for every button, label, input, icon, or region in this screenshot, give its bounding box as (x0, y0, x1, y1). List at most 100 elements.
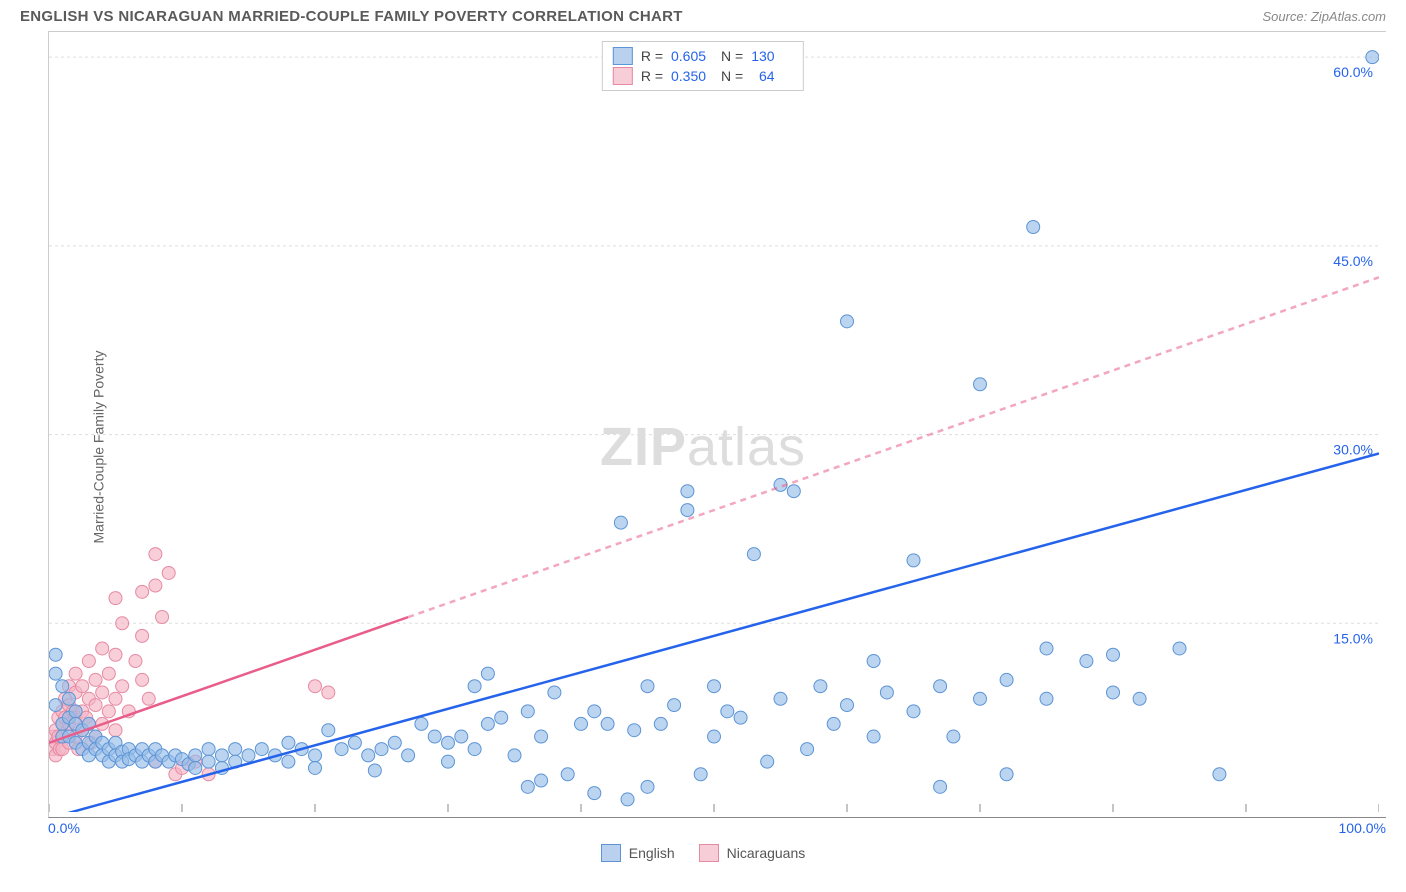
data-point-english (974, 378, 987, 391)
data-point-english (1040, 642, 1053, 655)
data-point-english (841, 315, 854, 328)
data-point-english (335, 743, 348, 756)
data-point-english (1366, 51, 1379, 64)
data-point-english (561, 768, 574, 781)
data-point-english (681, 485, 694, 498)
data-point-english (867, 730, 880, 743)
data-point-english (189, 749, 202, 762)
legend-swatch (613, 47, 633, 65)
data-point-english (974, 692, 987, 705)
data-point-nicaraguans (102, 705, 115, 718)
data-point-english (282, 755, 295, 768)
x-axis-end: 100.0% (1339, 820, 1386, 836)
data-point-english (468, 743, 481, 756)
data-point-english (309, 749, 322, 762)
data-point-english (215, 749, 228, 762)
data-point-nicaraguans (136, 673, 149, 686)
data-point-english (362, 749, 375, 762)
data-point-english (947, 730, 960, 743)
data-point-english (814, 680, 827, 693)
data-point-english (867, 655, 880, 668)
data-point-english (588, 705, 601, 718)
data-point-english (468, 680, 481, 693)
data-point-english (934, 780, 947, 793)
data-point-english (322, 724, 335, 737)
data-point-nicaraguans (109, 692, 122, 705)
data-point-english (62, 692, 75, 705)
data-point-english (229, 743, 242, 756)
stat-n-value: 64 (751, 68, 793, 84)
data-point-english (69, 705, 82, 718)
x-axis-labels: 0.0% 100.0% (48, 818, 1386, 838)
data-point-english (348, 736, 361, 749)
stat-n-label: N = (721, 48, 743, 64)
data-point-english (56, 680, 69, 693)
data-point-nicaraguans (109, 724, 122, 737)
data-point-english (495, 711, 508, 724)
data-point-nicaraguans (89, 699, 102, 712)
data-point-english (628, 724, 641, 737)
data-point-english (49, 667, 62, 680)
data-point-english (841, 699, 854, 712)
data-point-english (442, 736, 455, 749)
data-point-nicaraguans (116, 617, 129, 630)
y-axis-label: Married-Couple Family Poverty (90, 350, 106, 543)
data-point-english (734, 711, 747, 724)
data-point-english (641, 780, 654, 793)
data-point-english (708, 730, 721, 743)
data-point-english (761, 755, 774, 768)
data-point-english (621, 793, 634, 806)
data-point-english (907, 705, 920, 718)
data-point-english (1000, 768, 1013, 781)
data-point-english (614, 516, 627, 529)
data-point-english (721, 705, 734, 718)
data-point-english (708, 680, 721, 693)
data-point-english (588, 787, 601, 800)
data-point-nicaraguans (69, 667, 82, 680)
data-point-english (309, 761, 322, 774)
data-point-nicaraguans (149, 548, 162, 561)
data-point-english (787, 485, 800, 498)
data-point-english (1107, 686, 1120, 699)
data-point-english (1000, 673, 1013, 686)
data-point-english (521, 780, 534, 793)
x-axis-start: 0.0% (48, 820, 80, 836)
legend-swatch (601, 844, 621, 862)
data-point-nicaraguans (156, 611, 169, 624)
data-point-english (189, 761, 202, 774)
data-point-english (801, 743, 814, 756)
data-point-nicaraguans (136, 585, 149, 598)
data-point-nicaraguans (142, 692, 155, 705)
source-label: Source: ZipAtlas.com (1262, 9, 1386, 24)
stat-r-label: R = (641, 48, 663, 64)
data-point-english (1133, 692, 1146, 705)
data-point-nicaraguans (109, 592, 122, 605)
data-point-english (1080, 655, 1093, 668)
data-point-english (934, 680, 947, 693)
stat-r-label: R = (641, 68, 663, 84)
data-point-english (402, 749, 415, 762)
data-point-nicaraguans (102, 667, 115, 680)
stat-n-label: N = (721, 68, 743, 84)
data-point-english (242, 749, 255, 762)
data-point-english (1107, 648, 1120, 661)
y-tick-label: 60.0% (1333, 64, 1373, 80)
data-point-english (535, 774, 548, 787)
stat-r-value: 0.605 (671, 48, 713, 64)
data-point-english (375, 743, 388, 756)
data-point-english (1213, 768, 1226, 781)
data-point-english (202, 755, 215, 768)
data-point-english (481, 667, 494, 680)
scatter-chart: 15.0%30.0%45.0%60.0% (49, 32, 1379, 812)
data-point-nicaraguans (162, 566, 175, 579)
chart-container: Married-Couple Family Poverty 15.0%30.0%… (20, 31, 1386, 862)
data-point-nicaraguans (96, 642, 109, 655)
data-point-nicaraguans (89, 673, 102, 686)
data-point-english (442, 755, 455, 768)
legend-label: Nicaraguans (727, 845, 806, 861)
data-point-english (1040, 692, 1053, 705)
data-point-english (1173, 642, 1186, 655)
data-point-english (535, 730, 548, 743)
data-point-nicaraguans (322, 686, 335, 699)
data-point-english (575, 717, 588, 730)
